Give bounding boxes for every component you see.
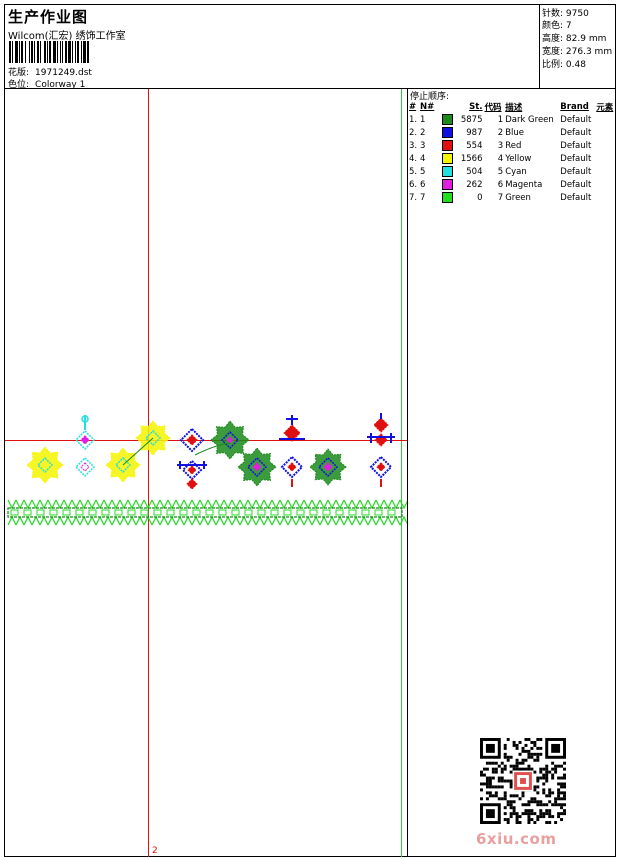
row-stitches: 0 xyxy=(437,191,484,204)
barcode-icon xyxy=(9,41,89,63)
design-file: 1971249.dst xyxy=(35,68,92,78)
row-number: 2 xyxy=(420,127,426,138)
row-description: Dark Green xyxy=(505,114,554,125)
color-swatch-icon xyxy=(441,114,453,125)
design-file-line: 花版: 1971249.dst xyxy=(8,65,92,78)
colorway-line: 色位: Colorway 1 xyxy=(8,77,85,90)
row-code: 1 xyxy=(497,114,504,125)
row-stitches: 1566 xyxy=(437,152,484,165)
red-horizontal-guide xyxy=(5,440,407,441)
row-index: 1. xyxy=(409,114,418,125)
stop-sequence-title: 停止顺序: xyxy=(410,92,450,102)
row-stitches: 5875 xyxy=(437,113,484,126)
row-description: Red xyxy=(505,140,522,151)
design-label: 花版: xyxy=(8,68,30,78)
row-index: 5. xyxy=(409,166,418,177)
table-row: 5. 5 504 5 Cyan Default xyxy=(408,165,616,178)
row-number: 1 xyxy=(420,114,426,125)
height-stat: 高度: 82.9 mm xyxy=(542,34,607,44)
color-swatch-icon xyxy=(441,153,453,164)
header-left-panel: 生产作业图 Wilcom(汇宏) 绣饰工作室 花版: 1971249.dst 色位… xyxy=(5,5,540,90)
row-element xyxy=(595,191,616,204)
red-vertical-guide xyxy=(148,89,149,857)
row-element xyxy=(595,152,616,165)
row-element xyxy=(595,178,616,191)
qr-code-icon xyxy=(480,738,566,824)
row-brand: Default xyxy=(560,192,592,203)
row-stitches: 262 xyxy=(437,178,484,191)
row-code: 3 xyxy=(497,140,504,151)
row-stitches: 554 xyxy=(437,139,484,152)
colors-stat: 颜色: 7 xyxy=(542,21,572,31)
row-brand: Default xyxy=(560,127,592,138)
color-swatch-icon xyxy=(441,179,453,190)
row-code: 5 xyxy=(497,166,504,177)
row-brand: Default xyxy=(560,166,592,177)
colorway-label: 色位: xyxy=(8,80,30,90)
green-guide-line xyxy=(401,89,402,857)
page-title: 生产作业图 xyxy=(8,8,89,26)
col-stitches: St. xyxy=(469,101,483,112)
table-row: 6. 6 262 6 Magenta Default xyxy=(408,178,616,191)
row-code: 2 xyxy=(497,127,504,138)
row-number: 5 xyxy=(420,166,426,177)
row-element xyxy=(595,139,616,152)
table-row: 2. 2 987 2 Blue Default xyxy=(408,126,616,139)
row-code: 7 xyxy=(497,192,504,203)
width-stat: 宽度: 276.3 mm xyxy=(542,47,613,57)
row-index: 3. xyxy=(409,140,418,151)
col-index: # xyxy=(409,101,417,112)
row-number: 4 xyxy=(420,153,426,164)
row-index: 6. xyxy=(409,179,418,190)
page-frame xyxy=(4,4,616,857)
row-number: 3 xyxy=(420,140,426,151)
table-row: 4. 4 1566 4 Yellow Default xyxy=(408,152,616,165)
row-code: 4 xyxy=(497,153,504,164)
row-description: Blue xyxy=(505,127,524,138)
color-swatch-icon xyxy=(441,127,453,138)
row-description: Cyan xyxy=(505,166,527,177)
row-description: Magenta xyxy=(505,179,543,190)
watermark-logo: 6xiu.com xyxy=(476,830,557,848)
colorway-value: Colorway 1 xyxy=(35,80,86,90)
row-element xyxy=(595,113,616,126)
row-brand: Default xyxy=(560,179,592,190)
row-element xyxy=(595,165,616,178)
row-number: 6 xyxy=(420,179,426,190)
row-description: Green xyxy=(505,192,531,203)
guide-marker: 2 xyxy=(152,846,158,856)
panel-divider xyxy=(407,88,408,857)
row-stitches: 987 xyxy=(437,126,484,139)
row-index: 2. xyxy=(409,127,418,138)
table-header-row: # N# St. 代码 描述 Brand 元素 xyxy=(408,100,616,113)
scale-stat: 比例: 0.48 xyxy=(542,60,586,70)
row-code: 6 xyxy=(497,179,504,190)
row-index: 7. xyxy=(409,192,418,203)
col-description: 描述 xyxy=(505,102,523,113)
color-swatch-icon xyxy=(441,140,453,151)
col-code: 代码 xyxy=(484,102,502,113)
color-swatch-icon xyxy=(441,166,453,177)
color-swatch-icon xyxy=(441,192,453,203)
row-description: Yellow xyxy=(505,153,532,164)
col-brand: Brand xyxy=(560,101,589,112)
company-name: Wilcom(汇宏) 绣饰工作室 xyxy=(8,31,126,42)
row-number: 7 xyxy=(420,192,426,203)
stats-panel: 针数: 9750 颜色: 7 高度: 82.9 mm 宽度: 276.3 mm … xyxy=(540,5,616,88)
row-brand: Default xyxy=(560,153,592,164)
row-index: 4. xyxy=(409,153,418,164)
row-stitches: 504 xyxy=(437,165,484,178)
table-row: 3. 3 554 3 Red Default xyxy=(408,139,616,152)
row-element xyxy=(595,126,616,139)
stitches-stat: 针数: 9750 xyxy=(542,9,589,19)
table-row: 7. 7 0 7 Green Default xyxy=(408,191,616,204)
header-divider xyxy=(5,88,616,89)
row-brand: Default xyxy=(560,114,592,125)
embroidery-design-preview xyxy=(7,413,407,526)
row-brand: Default xyxy=(560,140,592,151)
col-element: 元素 xyxy=(596,102,614,113)
stop-sequence-table: # N# St. 代码 描述 Brand 元素 1. 1 5875 1 Dark Gre… xyxy=(408,100,616,204)
col-number: N# xyxy=(420,101,435,112)
table-row: 1. 1 5875 1 Dark Green Default xyxy=(408,113,616,126)
